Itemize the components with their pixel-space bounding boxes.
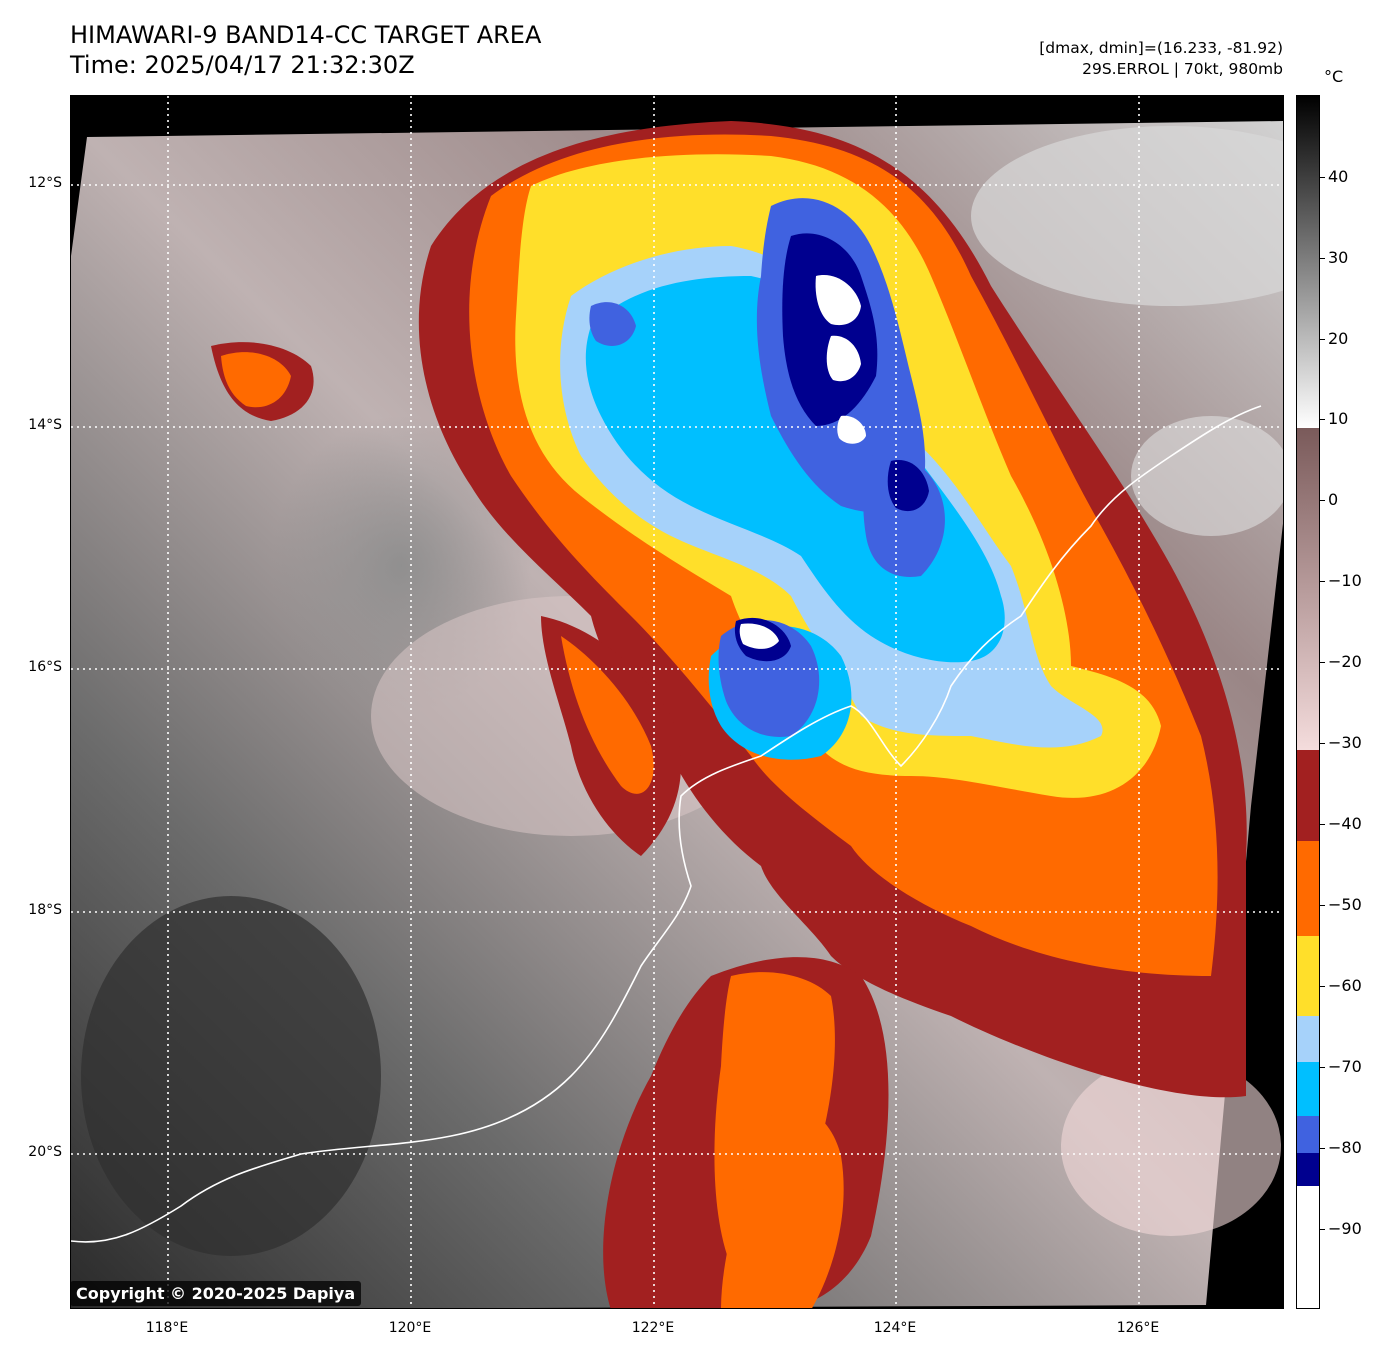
lon-label-124e: 124°E	[873, 1320, 917, 1336]
colorbar-tick-mark	[1320, 500, 1325, 501]
lat-label-12s: 12°S	[28, 175, 62, 191]
coastline	[71, 405, 1262, 1243]
colorbar-scale	[1297, 96, 1319, 1308]
lat-label-20s: 20°S	[28, 1144, 62, 1160]
colorbar-tick-mark	[1320, 177, 1325, 178]
colorbar-tick-label: −30	[1328, 733, 1362, 752]
lon-label-120e: 120°E	[388, 1320, 432, 1336]
colorbar-tick-mark	[1320, 419, 1325, 420]
copyright-label: Copyright © 2020-2025 Dapiya	[70, 1281, 362, 1306]
colorbar	[1296, 95, 1320, 1309]
colorbar-tick-mark	[1320, 1148, 1325, 1149]
chart-title: HIMAWARI-9 BAND14-CC TARGET AREA Time: 2…	[70, 20, 541, 80]
colorbar-tick-mark	[1320, 339, 1325, 340]
colorbar-tick-label: 10	[1328, 409, 1349, 428]
colorbar-tick-label: −10	[1328, 571, 1362, 590]
colorbar-tick-label: −80	[1328, 1138, 1362, 1157]
cloud-shield	[211, 121, 1247, 1308]
title-line-2: Time: 2025/04/17 21:32:30Z	[70, 51, 415, 79]
graticule	[71, 96, 1283, 1308]
colorbar-tick-label: 40	[1328, 167, 1349, 186]
lon-label-122e: 122°E	[631, 1320, 675, 1336]
colorbar-tick-mark	[1320, 743, 1325, 744]
colorbar-tick-mark	[1320, 986, 1325, 987]
colorbar-tick-mark	[1320, 905, 1325, 906]
colorbar-tick-label: 0	[1328, 490, 1339, 509]
colorbar-tick-label: −40	[1328, 814, 1362, 833]
lon-label-126e: 126°E	[1116, 1320, 1160, 1336]
satellite-image	[71, 96, 1283, 1308]
satellite-map	[70, 95, 1284, 1309]
colorbar-tick-mark	[1320, 824, 1325, 825]
colorbar-tick-label: 20	[1328, 329, 1349, 348]
title-line-1: HIMAWARI-9 BAND14-CC TARGET AREA	[70, 21, 542, 49]
colorbar-tick-label: −60	[1328, 976, 1362, 995]
colorbar-tick-mark	[1320, 1229, 1325, 1230]
colorbar-tick-label: −20	[1328, 652, 1362, 671]
colorbar-tick-mark	[1320, 581, 1325, 582]
colorbar-tick-label: −50	[1328, 895, 1362, 914]
colorbar-tick-label: −70	[1328, 1057, 1362, 1076]
colorbar-tick-label: −90	[1328, 1219, 1362, 1238]
lat-label-14s: 14°S	[28, 417, 62, 433]
colorbar-unit: °C	[1324, 67, 1344, 86]
dmax-dmin-readout: [dmax, dmin]=(16.233, -81.92)	[1039, 39, 1283, 57]
lat-label-18s: 18°S	[28, 902, 62, 918]
lon-label-118e: 118°E	[145, 1320, 189, 1336]
lat-label-16s: 16°S	[28, 659, 62, 675]
storm-name-intensity: 29S.ERROL | 70kt, 980mb	[1082, 60, 1283, 78]
storm-info: [dmax, dmin]=(16.233, -81.92) 29S.ERROL …	[1039, 38, 1283, 80]
colorbar-tick-label: 30	[1328, 248, 1349, 267]
colorbar-tick-mark	[1320, 1067, 1325, 1068]
colorbar-tick-mark	[1320, 258, 1325, 259]
colorbar-tick-mark	[1320, 662, 1325, 663]
